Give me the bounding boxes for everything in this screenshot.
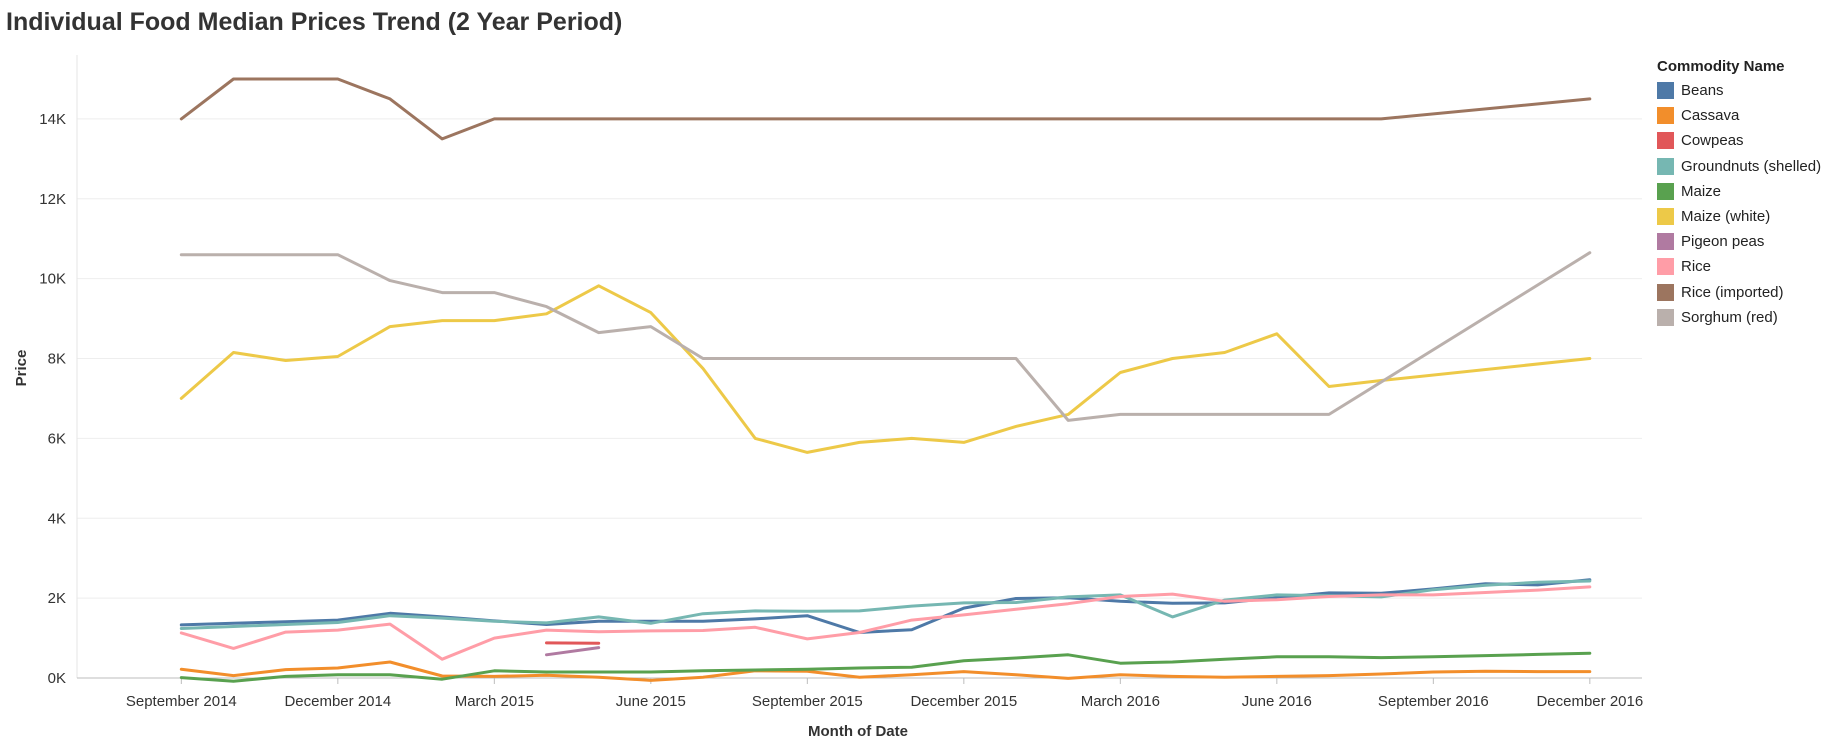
x-tick-label: March 2015 xyxy=(455,693,534,710)
legend-item-maize[interactable]: Maize xyxy=(1657,179,1821,204)
legend-item-cassava[interactable]: Cassava xyxy=(1657,103,1821,128)
legend-label: Cassava xyxy=(1681,107,1740,125)
series-line-pigeon-peas xyxy=(545,646,601,657)
y-tick-label: 14K xyxy=(39,111,66,128)
legend-item-rice-imported[interactable]: Rice (imported) xyxy=(1657,280,1821,305)
legend-swatch xyxy=(1657,182,1674,200)
legend-title: Commodity Name xyxy=(1657,58,1785,75)
series-line-maize-white xyxy=(179,284,1592,454)
x-tick-label: December 2016 xyxy=(1536,693,1643,710)
chart-title: Individual Food Median Prices Trend (2 Y… xyxy=(6,8,623,36)
y-tick-label: 0K xyxy=(48,670,66,687)
legend-item-rice[interactable]: Rice xyxy=(1657,254,1821,279)
x-tick-labels: September 2014 December 2014 March 2015 Jun… xyxy=(126,678,1643,710)
series-line-sorghum-red xyxy=(179,251,1592,422)
legend-swatch xyxy=(1657,132,1674,150)
x-tick-label: September 2016 xyxy=(1378,693,1489,710)
legend-item-beans[interactable]: Beans xyxy=(1657,78,1821,103)
x-tick-label: September 2015 xyxy=(752,693,863,710)
legend-swatch xyxy=(1657,107,1674,125)
legend-swatch xyxy=(1657,258,1674,276)
y-tick-label: 10K xyxy=(39,271,66,288)
x-tick-label: December 2015 xyxy=(910,693,1017,710)
legend-swatch xyxy=(1657,283,1674,301)
legend-item-groundnuts-shelled[interactable]: Groundnuts (shelled) xyxy=(1657,154,1821,179)
series-line-maize xyxy=(179,651,1592,683)
y-tick-label: 12K xyxy=(39,191,66,208)
series-line-cassava xyxy=(179,660,1592,682)
legend-label: Rice (imported) xyxy=(1681,283,1784,301)
legend-label: Sorghum (red) xyxy=(1681,308,1778,326)
series-line-rice xyxy=(179,585,1592,661)
series-lines xyxy=(179,77,1592,683)
x-axis-title: Month of Date xyxy=(808,723,908,740)
x-tick-label: December 2014 xyxy=(284,693,391,710)
x-tick-label: June 2015 xyxy=(616,693,686,710)
y-tick-label: 2K xyxy=(48,590,66,607)
legend-label: Groundnuts (shelled) xyxy=(1681,157,1822,175)
legend-item-maize-white[interactable]: Maize (white) xyxy=(1657,204,1821,229)
legend-item-cowpeas[interactable]: Cowpeas xyxy=(1657,128,1821,153)
legend-swatch xyxy=(1657,208,1674,226)
legend-item-sorghum-red[interactable]: Sorghum (red) xyxy=(1657,305,1821,330)
legend-items: Beans Cassava Cowpeas Groundnuts (shelled) M… xyxy=(1657,78,1821,330)
legend-label: Cowpeas xyxy=(1681,132,1744,150)
series-line-beans xyxy=(179,578,1592,634)
legend-label: Beans xyxy=(1681,82,1724,100)
legend-label: Pigeon peas xyxy=(1681,233,1765,251)
legend-item-pigeon-peas[interactable]: Pigeon peas xyxy=(1657,229,1821,254)
y-tick-label: 4K xyxy=(48,510,66,527)
x-tick-label: March 2016 xyxy=(1081,693,1160,710)
legend-label: Maize xyxy=(1681,182,1722,200)
y-axis-title: Price xyxy=(13,350,30,387)
x-tick-label: September 2014 xyxy=(126,693,237,710)
legend: Commodity Name Beans Cassava Cowpeas Ground… xyxy=(1657,58,1821,330)
legend-swatch xyxy=(1657,82,1674,100)
series-line-rice-imported xyxy=(179,77,1592,141)
legend-label: Rice xyxy=(1681,258,1712,276)
y-tick-label: 6K xyxy=(48,430,66,447)
legend-swatch xyxy=(1657,308,1674,326)
y-tick-labels: 0K 2K 4K 6K 8K 10K 12K 14K xyxy=(39,111,66,687)
series-line-groundnuts-shelled xyxy=(179,579,1592,630)
legend-swatch xyxy=(1657,157,1674,175)
legend-label: Maize (white) xyxy=(1681,208,1771,226)
legend-swatch xyxy=(1657,233,1674,251)
y-tick-label: 8K xyxy=(48,351,66,368)
x-tick-label: June 2016 xyxy=(1242,693,1312,710)
